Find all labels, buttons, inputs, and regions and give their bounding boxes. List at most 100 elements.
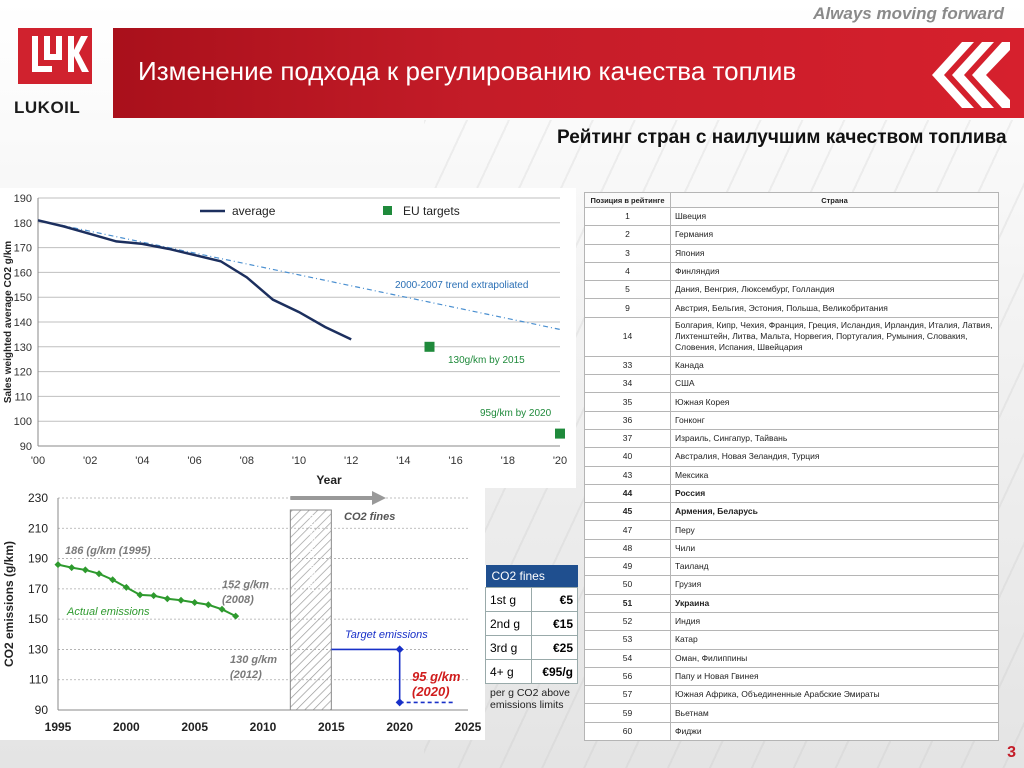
header-country: Страна [670,192,999,208]
rank-country: Швеция [670,206,999,227]
x-tick-label: '10 [292,455,306,467]
x-tick-label: 2000 [113,720,140,734]
actual-emissions-point [218,605,226,613]
rank-position: 1 [584,206,671,227]
actual-emissions-point [54,561,62,569]
actual-emissions-point [191,598,199,606]
logo-text: LUKOIL [14,98,81,117]
y-tick-label: 140 [14,317,32,329]
table-row: 49 Таиланд [584,557,999,577]
rank-country: Гонконг [670,410,999,430]
table-row: 36 Гонконг [584,410,999,430]
table-row: 52 Индия [584,611,999,632]
chart-annotation: CO2 fines [344,511,395,523]
rank-position: 52 [584,611,671,632]
chart-annotation: (2020) [412,684,450,699]
x-tick-label: '16 [448,455,462,467]
actual-emissions-point [136,591,144,599]
target-point [395,645,404,654]
x-tick-label: 2010 [250,720,277,734]
table-row: 53 Катар [584,630,999,650]
rank-position: 35 [584,392,671,412]
rank-country: Южная Корея [670,392,999,412]
table-row: 50 Грузия [584,575,999,595]
chart-annotation: 2000-2007 trend extrapoliated [395,280,528,291]
average-line [37,219,352,341]
rank-country: Израиль, Сингапур, Тайвань [670,428,999,449]
rank-country: Болгария, Кипр, Чехия, Франция, Греция, … [670,316,999,357]
rank-country: Чили [670,538,999,559]
actual-emissions-point [109,576,117,584]
lukoil-logo-mark [32,36,89,72]
y-tick-label: 110 [29,673,48,687]
rank-country: Австралия, Новая Зеландия, Турция [670,447,999,467]
table-row: 48 Чили [584,538,999,559]
fine-grams: 1st g [485,587,532,612]
x-tick-label: '12 [344,455,358,467]
rank-position: 57 [584,685,671,705]
fine-amount: €25 [530,635,579,660]
rank-country: Дания, Венгрия, Люксембург, Голландия [670,280,999,300]
y-tick-label: 150 [28,612,48,626]
fine-amount: €15 [530,611,579,636]
trend-line [37,219,561,331]
rank-position: 33 [584,355,671,376]
rank-country: Австрия, Бельгия, Эстония, Польша, Велик… [670,298,999,318]
actual-emissions-point [95,570,103,578]
legend-eu-label: EU targets [403,204,460,218]
x-tick-label: 2015 [318,720,345,734]
rank-country: Перу [670,520,999,540]
y-tick-label: 180 [14,218,32,230]
y-tick-label: 110 [14,391,32,403]
y-tick-label: 90 [20,441,32,453]
chevrons-icon [932,42,1010,108]
y-tick-label: 170 [14,243,32,255]
y-tick-label: 100 [14,416,32,428]
fine-amount: €95/g [530,659,579,684]
chart-annotation: (2012) [230,669,262,681]
rank-position: 51 [584,593,671,613]
rank-position: 45 [584,502,671,522]
rank-position: 49 [584,557,671,577]
table-row: 5 Дания, Венгрия, Люксембург, Голландия [584,280,999,300]
fine-row: 4+ g €95/g [485,659,579,684]
rank-position: 14 [584,316,671,357]
table-row: 1 Швеция [584,206,999,227]
y-tick-label: 190 [14,193,32,205]
actual-emissions-point [150,592,158,600]
rank-position: 48 [584,538,671,559]
actual-emissions-label: Actual emissions [66,606,150,618]
table-row: 4 Финляндия [584,261,999,282]
rank-position: 2 [584,225,671,245]
table-row: 43 Мексика [584,465,999,485]
rank-position: 47 [584,520,671,540]
rank-country: Оман, Филиппины [670,648,999,668]
table-row: 44 Россия [584,483,999,504]
x-axis-label: Year [316,473,342,487]
table-row: 37 Израиль, Сингапур, Тайвань [584,428,999,449]
eu-target-marker [555,428,565,439]
co2-fines-note: per g CO2 above emissions limits [490,687,570,711]
x-tick-label: '08 [240,455,254,467]
ranking-header-row: Позиция в рейтинге Страна [584,192,999,208]
rank-position: 43 [584,465,671,485]
actual-emissions-point [163,595,171,603]
page-number: 3 [1007,744,1016,761]
y-tick-label: 170 [28,582,48,596]
y-tick-label: 130 [14,342,32,354]
rank-country: Украина [670,593,999,613]
rank-position: 3 [584,243,671,263]
x-tick-label: 2025 [455,720,482,734]
fine-grams: 3rd g [485,635,532,660]
chart-annotation: 152 g/km [222,579,269,591]
table-row: 33 Канада [584,355,999,376]
rank-position: 53 [584,630,671,650]
table-row: 40 Австралия, Новая Зеландия, Турция [584,447,999,467]
rank-position: 50 [584,575,671,595]
x-tick-label: '00 [31,455,45,467]
chart-annotation: 95 g/km [412,669,461,684]
rank-position: 4 [584,261,671,282]
target-emissions-label: Target emissions [345,629,428,641]
rank-position: 34 [584,374,671,394]
rank-position: 5 [584,280,671,300]
